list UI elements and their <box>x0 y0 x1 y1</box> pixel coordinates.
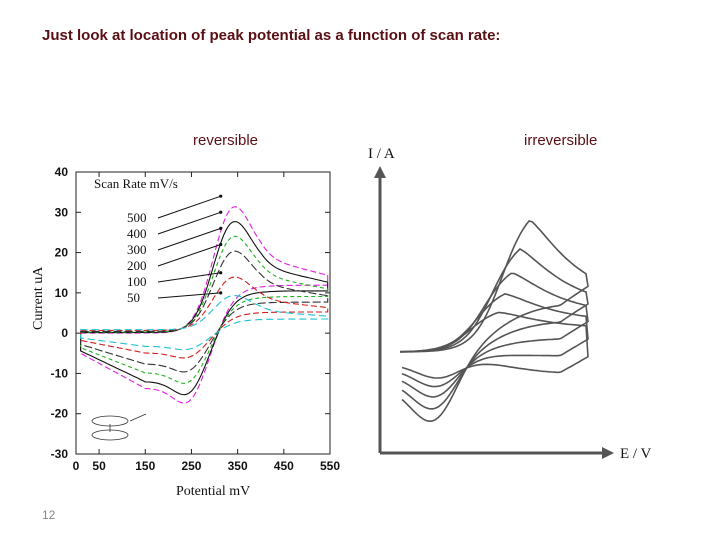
reversible-label: reversible <box>193 132 259 149</box>
y-tick-label: -30 <box>51 447 69 461</box>
legend-leader-arrow <box>219 242 223 247</box>
legend-item-50: 50 <box>127 290 140 305</box>
legend-item-400: 400 <box>127 226 147 241</box>
legend-item-500: 500 <box>127 210 147 225</box>
page-number: 12 <box>42 508 56 522</box>
x-tick-label: 0 <box>73 459 80 473</box>
y-tick-label: -10 <box>51 366 69 380</box>
legend-leader-arrow <box>219 210 223 214</box>
cv-series-50 <box>80 295 329 351</box>
legend-item-200: 200 <box>127 258 147 273</box>
x-tick-label: 150 <box>135 459 155 473</box>
x-tick-label: 550 <box>320 459 340 473</box>
x-axis-label: Potential mV <box>176 484 250 499</box>
legend-item-300: 300 <box>127 242 147 257</box>
cv-series-300 <box>80 235 329 384</box>
legend-leader-arrow <box>219 291 223 295</box>
y-tick-label: 30 <box>55 205 69 219</box>
cv-series-200 <box>80 250 329 373</box>
molecule-bond <box>129 413 147 422</box>
x-tick-label: 50 <box>92 459 106 473</box>
legend-leader-line <box>157 227 221 251</box>
x-tick-label: 450 <box>274 459 294 473</box>
x-tick-label: 250 <box>181 459 201 473</box>
reversible-plot-frame <box>75 171 331 455</box>
plot-border <box>75 171 331 455</box>
y-tick-label: -20 <box>51 407 69 421</box>
legend-leader-arrow <box>219 194 223 198</box>
x-tick-label: 350 <box>228 459 248 473</box>
y-tick-label: 20 <box>55 246 69 260</box>
cv-series-100 <box>80 276 329 359</box>
y-tick-label: 10 <box>55 286 69 300</box>
legend-leader-line <box>157 292 221 299</box>
legend-item-100: 100 <box>127 274 147 289</box>
legend-leader-line <box>157 211 221 235</box>
y-axis-label: Current uA <box>31 266 46 330</box>
legend-leader-line <box>157 195 221 219</box>
ferrocene-molecule-icon <box>91 413 147 441</box>
legend-leader-arrow <box>219 226 223 230</box>
y-tick-label: 40 <box>55 165 69 179</box>
y-tick-label: 0 <box>61 326 68 340</box>
legend-title: Scan Rate mV/s <box>94 176 178 191</box>
reversible-curves <box>80 206 329 404</box>
legend-leader-arrow <box>219 271 223 275</box>
slide-title: Just look at location of peak potential … <box>42 27 501 44</box>
legend-leader-line <box>157 244 221 267</box>
legend-leader-line <box>157 272 221 283</box>
cv-series-400 <box>80 220 329 396</box>
irreversible-label: irreversible <box>524 132 598 149</box>
